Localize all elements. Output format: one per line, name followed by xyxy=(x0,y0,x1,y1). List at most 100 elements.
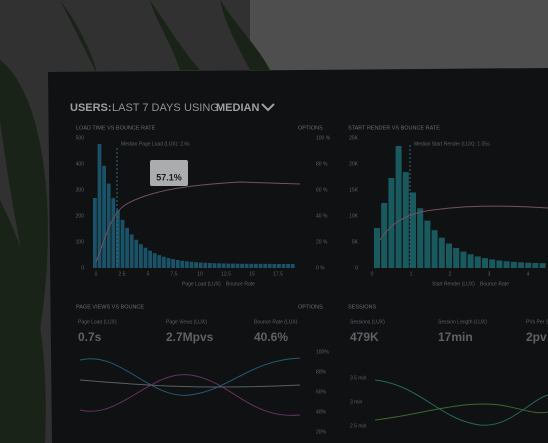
y2-tick-label: 0 % xyxy=(316,265,325,271)
histogram-bar xyxy=(446,243,452,268)
series-line xyxy=(79,379,301,388)
y-tick-label: 10K xyxy=(349,213,359,219)
bounce-line xyxy=(95,181,301,263)
dropdown-icon xyxy=(261,103,275,112)
histogram-bar xyxy=(221,263,226,268)
histogram-bar xyxy=(198,262,203,268)
histogram-bar xyxy=(286,263,290,268)
legend-entry: Page Load (LUX) xyxy=(182,281,221,287)
histogram-bar xyxy=(438,237,445,268)
histogram-bar xyxy=(258,263,263,268)
histogram-bar xyxy=(453,248,460,268)
panel-title: PAGE VIEWS VS BOUNCE xyxy=(76,304,144,310)
histogram-bar xyxy=(102,165,106,268)
histogram-bar xyxy=(194,262,198,268)
histogram-bar xyxy=(388,178,395,268)
bounce-line xyxy=(379,205,548,241)
metric-label: PVs Per Session xyxy=(526,319,548,325)
series-line xyxy=(374,379,548,426)
annotation: Median Start Render (LUX): 1.05s xyxy=(414,141,490,147)
histogram-bar xyxy=(410,192,416,268)
series-line xyxy=(79,357,301,396)
histogram-bar xyxy=(129,234,134,268)
y-tick-label: 200 xyxy=(76,213,85,219)
panel-title: SESSIONS xyxy=(348,304,376,310)
histogram-bar xyxy=(482,258,488,268)
histogram-bar xyxy=(106,183,111,268)
y-tick-label: 100 xyxy=(76,239,85,245)
x-tick-label: 10 xyxy=(197,271,203,277)
header-using: USING xyxy=(184,102,219,114)
y2-tick-label: 60% xyxy=(316,389,327,395)
histogram-bar xyxy=(518,262,524,268)
panel-title: START RENDER VS BOUNCE RATE xyxy=(348,125,440,131)
histogram-bar xyxy=(277,263,281,268)
histogram-bar xyxy=(208,263,212,268)
y2-tick-label: 100 % xyxy=(316,135,331,141)
y-tick-label: 300 xyxy=(76,187,85,193)
histogram-bar xyxy=(417,208,424,268)
histogram-bar xyxy=(374,228,380,268)
x-tick-label: 2 xyxy=(449,271,452,277)
metric-label: Bounce Rate (LUX) xyxy=(254,319,298,325)
y-tick-label: 3.5 min xyxy=(350,375,367,381)
histogram-bar xyxy=(175,259,180,268)
metric-label: Page Load (LUX) xyxy=(78,319,117,325)
histogram-bar xyxy=(217,263,221,268)
histogram-bar xyxy=(467,254,474,268)
histogram-bar xyxy=(267,263,272,268)
histogram-bar xyxy=(244,263,249,268)
histogram-bar xyxy=(226,263,231,268)
histogram-bar xyxy=(402,172,409,268)
legend-entry: Bounce Rate xyxy=(226,281,255,287)
header-range: LAST 7 DAYS xyxy=(112,102,181,114)
histogram-bar xyxy=(212,263,217,268)
metric-value: 2pv xyxy=(526,330,547,344)
histogram-bar xyxy=(203,262,208,268)
histogram-bar xyxy=(496,260,503,268)
y2-tick-label: 80 % xyxy=(316,161,328,167)
histogram-bar xyxy=(532,262,539,268)
metric-label: Page Views (LUX) xyxy=(166,319,207,325)
x-tick-label: 0 xyxy=(371,271,374,277)
histogram-bar xyxy=(139,244,143,268)
x-tick-label: 3 xyxy=(488,271,491,277)
histogram-bar xyxy=(157,255,162,268)
histogram-bar xyxy=(460,251,467,268)
y-tick-label: 20K xyxy=(349,161,359,167)
x-tick-label: 12.5 xyxy=(221,271,231,277)
plant xyxy=(0,0,270,443)
histogram-bar xyxy=(503,261,510,268)
metric-value: 40.6% xyxy=(254,330,288,344)
histogram-bar xyxy=(120,219,125,268)
y-tick-label: 400 xyxy=(76,161,85,167)
y2-tick-label: 40% xyxy=(316,409,327,415)
histogram-bar xyxy=(116,210,120,268)
histogram-bar xyxy=(235,263,240,268)
histogram-bar xyxy=(231,263,235,268)
header-stat: MEDIAN xyxy=(216,102,259,114)
annotation: Median Page Load (LUX): 2.6s xyxy=(121,141,190,147)
histogram-bar xyxy=(189,261,194,268)
histogram-bar xyxy=(290,263,295,268)
histogram-bar xyxy=(254,263,258,268)
y-tick-label: 3 min xyxy=(350,399,362,405)
histogram-bar xyxy=(249,263,254,268)
x-tick-label: 1 xyxy=(410,271,413,277)
histogram-bar xyxy=(240,263,244,268)
histogram-bar xyxy=(381,203,388,268)
y-tick-label: 0 xyxy=(81,265,84,271)
y2-tick-label: 60 % xyxy=(316,187,328,193)
histogram-bar xyxy=(97,144,102,268)
x-tick-label: 15 xyxy=(249,271,255,277)
x-tick-label: 4 xyxy=(527,271,530,277)
histogram-bar xyxy=(111,198,116,268)
y-tick-label: 5K xyxy=(352,239,359,245)
y2-tick-label: 20% xyxy=(316,429,327,435)
tooltip-value: 57.1% xyxy=(156,172,182,182)
histogram-bar xyxy=(431,230,438,268)
options: OPTIONS xyxy=(298,304,323,310)
x-tick-label: 2.5 xyxy=(119,271,126,277)
